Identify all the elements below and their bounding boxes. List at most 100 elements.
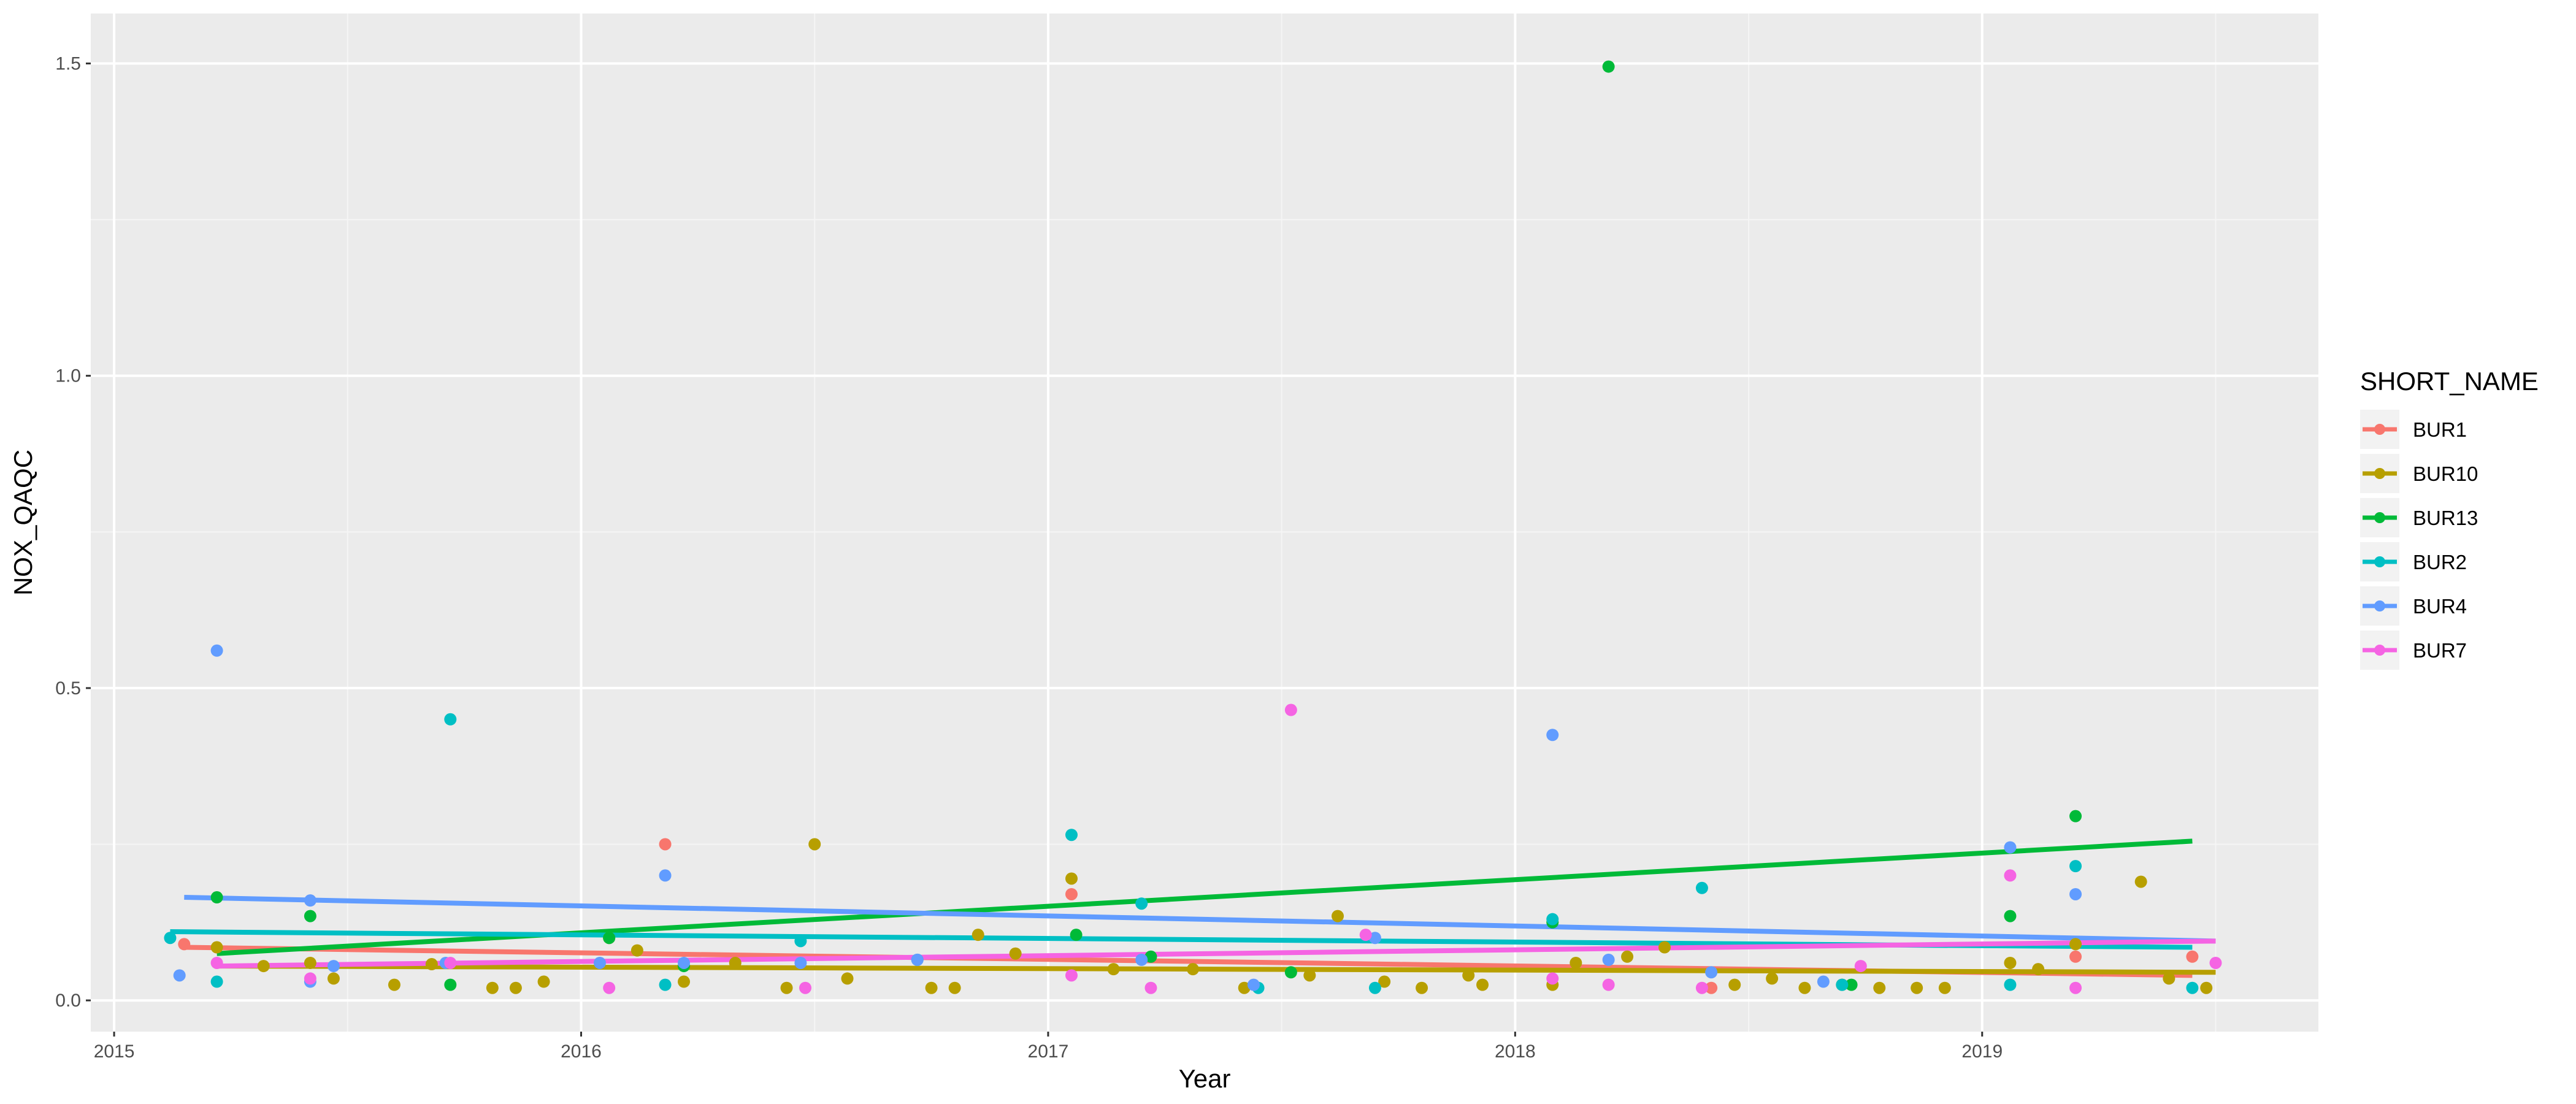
point-bur4 — [173, 969, 186, 982]
point-bur7 — [444, 956, 457, 969]
point-bur10 — [1911, 981, 1923, 994]
point-bur10 — [1766, 972, 1779, 985]
point-bur2 — [164, 932, 177, 945]
point-bur4 — [1705, 966, 1718, 979]
point-bur10 — [2032, 963, 2045, 976]
point-bur4 — [794, 956, 807, 969]
point-bur10 — [1570, 956, 1582, 969]
point-bur10 — [948, 981, 961, 994]
point-bur7 — [1602, 978, 1615, 991]
point-bur1 — [178, 938, 191, 951]
point-bur2 — [444, 713, 457, 726]
trend-lines — [170, 838, 2216, 978]
point-bur10 — [1462, 969, 1475, 982]
point-bur13 — [1284, 966, 1297, 979]
point-bur10 — [2134, 875, 2147, 888]
x-axis: 2015 2016 2017 2018 2019 — [94, 1032, 2003, 1062]
point-bur10 — [304, 956, 316, 969]
x-axis-title: Year — [1179, 1064, 1231, 1093]
point-bur4 — [1368, 932, 1381, 945]
point-bur4 — [911, 953, 924, 966]
point-bur13 — [603, 932, 616, 945]
y-axis-title: NOX_QAQC — [9, 450, 37, 596]
legend-label-bur4: BUR4 — [2413, 595, 2467, 618]
point-bur13 — [2004, 910, 2017, 922]
legend-title: SHORT_NAME — [2360, 367, 2539, 396]
point-bur10 — [486, 981, 499, 994]
point-bur2 — [1135, 897, 1148, 910]
point-bur1 — [2069, 950, 2082, 963]
legend-key-point-bur4 — [2374, 600, 2385, 611]
point-bur10 — [1938, 981, 1951, 994]
point-bur4 — [304, 894, 316, 907]
point-bur10 — [1476, 978, 1489, 991]
point-bur7 — [1546, 972, 1559, 985]
point-bur2 — [2186, 981, 2199, 994]
trend-line-bur10 — [217, 964, 2216, 975]
point-bur7 — [1854, 960, 1867, 973]
trend-line-bur4 — [184, 895, 2216, 944]
point-bur7 — [2069, 981, 2082, 994]
legend-label-bur2: BUR2 — [2413, 551, 2467, 573]
point-bur10 — [1186, 963, 1199, 976]
y-tick-label: 1.5 — [55, 53, 81, 74]
point-bur4 — [2004, 841, 2017, 854]
grid-lines — [91, 13, 2318, 1032]
legend-key-point-bur10 — [2374, 468, 2385, 479]
point-bur2 — [1836, 978, 1849, 991]
point-bur10 — [210, 941, 223, 954]
legend-label-bur13: BUR13 — [2413, 507, 2478, 529]
legend-label-bur7: BUR7 — [2413, 639, 2467, 662]
point-bur7 — [799, 981, 811, 994]
point-bur10 — [972, 929, 984, 941]
point-bur2 — [1546, 913, 1559, 926]
point-bur10 — [780, 981, 793, 994]
point-bur7 — [1284, 703, 1297, 716]
point-bur13 — [210, 891, 223, 904]
legend-label-bur10: BUR10 — [2413, 462, 2478, 485]
legend-key-point-bur2 — [2374, 556, 2385, 567]
x-tick-label: 2016 — [561, 1041, 602, 1062]
point-bur7 — [210, 956, 223, 969]
point-bur7 — [2209, 956, 2222, 969]
y-tick-label: 0.5 — [55, 678, 81, 699]
point-bur4 — [327, 960, 340, 973]
point-bur13 — [1845, 978, 1858, 991]
point-bur7 — [1065, 969, 1078, 982]
point-bur10 — [925, 981, 938, 994]
point-bur10 — [509, 981, 522, 994]
point-bur10 — [1873, 981, 1886, 994]
data-points — [164, 60, 2222, 994]
point-bur4 — [210, 644, 223, 657]
x-tick-label: 2015 — [94, 1041, 135, 1062]
point-bur7 — [603, 981, 616, 994]
point-bur2 — [1695, 881, 1708, 894]
point-bur13 — [444, 978, 457, 991]
point-bur4 — [2069, 887, 2082, 900]
point-bur7 — [1144, 981, 1157, 994]
point-bur10 — [1728, 978, 1741, 991]
legend: SHORT_NAME BUR1 BUR10 BUR13 BUR2 BUR4 BUR7 — [2360, 367, 2539, 670]
point-bur10 — [1303, 969, 1316, 982]
plot-panel — [91, 13, 2318, 1032]
point-bur4 — [659, 869, 672, 882]
point-bur10 — [841, 972, 854, 985]
point-bur13 — [304, 910, 316, 922]
point-bur2 — [2069, 860, 2082, 873]
y-tick-label: 0.0 — [55, 991, 81, 1011]
legend-key-point-bur1 — [2374, 424, 2385, 435]
x-tick-label: 2018 — [1495, 1041, 1536, 1062]
point-bur10 — [1065, 872, 1078, 885]
point-bur10 — [631, 944, 643, 957]
point-bur13 — [1602, 60, 1615, 73]
trend-line-bur7 — [217, 938, 2216, 969]
point-bur10 — [808, 838, 821, 851]
point-bur4 — [593, 956, 606, 969]
y-axis: 0.0 0.5 1.0 1.5 — [55, 53, 91, 1011]
point-bur1 — [2186, 950, 2199, 963]
point-bur4 — [1546, 729, 1559, 742]
point-bur10 — [1378, 975, 1391, 988]
x-tick-label: 2019 — [1961, 1041, 2003, 1062]
point-bur7 — [2004, 869, 2017, 882]
